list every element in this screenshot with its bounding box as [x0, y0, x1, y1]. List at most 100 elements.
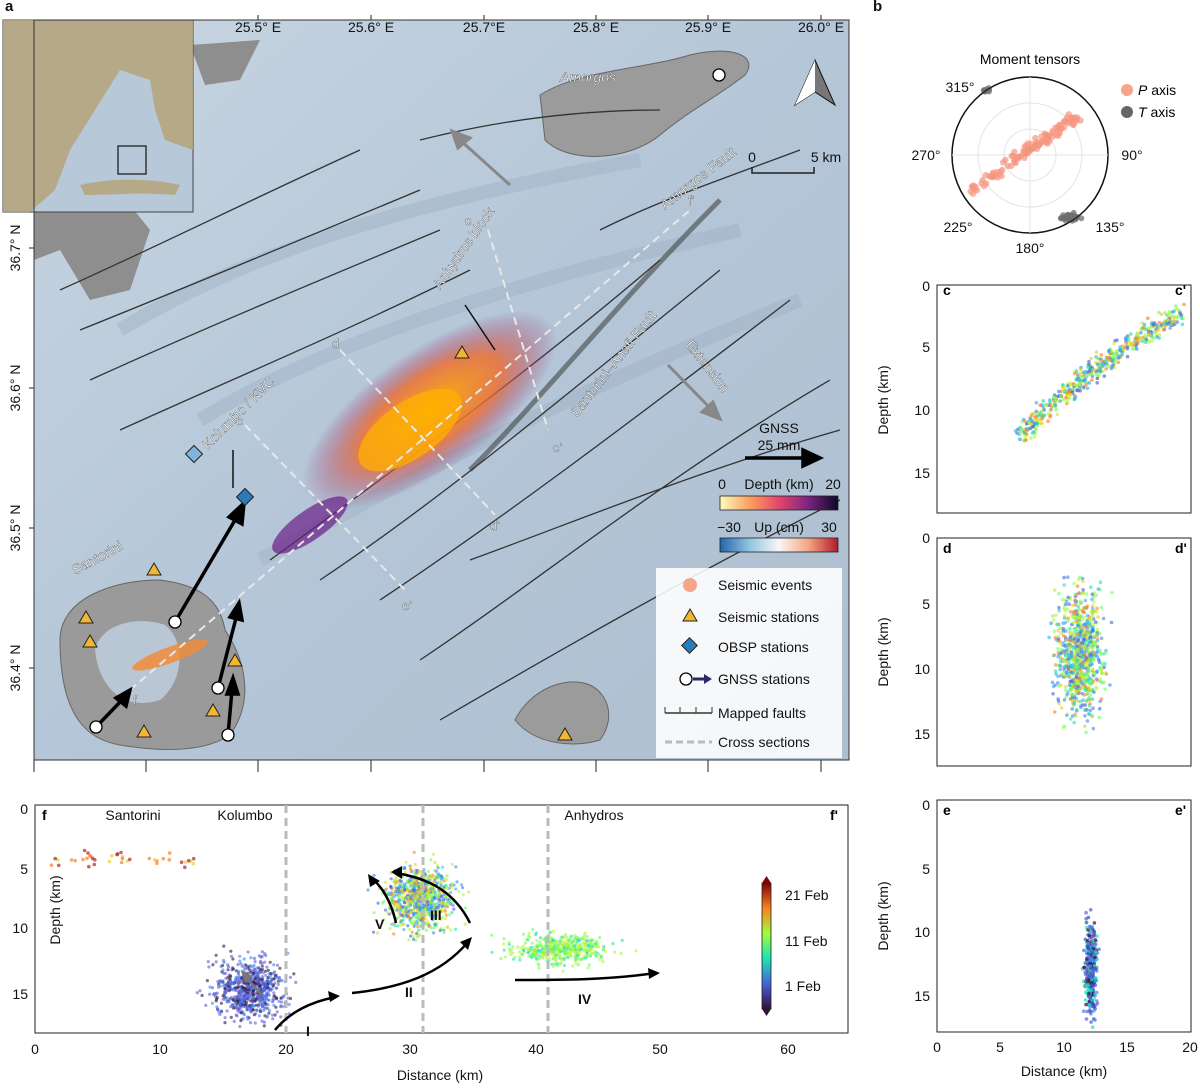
legend-mapped-faults: Mapped faults	[718, 705, 806, 721]
lat-tick-4: 36.4° N	[7, 645, 23, 692]
land-amorgos	[539, 50, 750, 157]
legend-obsp-stations: OBSP stations	[718, 639, 809, 655]
up-cb-max: 30	[821, 519, 837, 535]
lat-tick-1: 36.7° N	[7, 225, 23, 272]
panel-label-d-prime: d'	[1175, 540, 1187, 556]
angle-180: 180°	[1016, 240, 1045, 256]
d-ytick-0: 0	[922, 530, 930, 546]
f-xtick-60: 60	[780, 1041, 796, 1057]
section-e-frame	[936, 799, 1192, 1033]
arrow-heads	[328, 866, 660, 1002]
f-xtick-40: 40	[528, 1041, 544, 1057]
panel-label-d: d	[943, 540, 952, 556]
sections-right: c c' d d' e e' 0 5 10 15 0 5 10 15 0 5 1…	[875, 278, 1198, 1079]
section-f-panel: f f' Santorini Kolumbo Anhydros 21 Feb 1…	[12, 801, 849, 1083]
f-xtick-10: 10	[152, 1041, 168, 1057]
gnss-scale-value: 25 mm	[758, 437, 801, 453]
up-cb-title: Up (cm)	[754, 519, 804, 535]
lon-tick-3: 25.7°E	[463, 19, 505, 35]
e-xtick-0: 0	[933, 1039, 941, 1055]
panel-label-f-prime: f'	[830, 807, 838, 823]
section-label-d: d	[332, 336, 339, 351]
d-ylabel: Depth (km)	[875, 617, 891, 686]
gnss-stations	[89, 68, 726, 742]
cross-section-lines	[129, 209, 691, 691]
f-ytick-5: 5	[20, 861, 28, 877]
legend-seismic-events: Seismic events	[718, 577, 812, 593]
scale-bar-start: 0	[748, 149, 756, 165]
panel-label-b: b	[873, 0, 883, 15]
inset-crete	[80, 179, 180, 195]
seismic-stations	[78, 345, 573, 741]
f-ytick-15: 15	[12, 986, 28, 1002]
e-ylabel: Depth (km)	[875, 881, 891, 950]
f-xtick-0: 0	[31, 1041, 39, 1057]
panel-label-e-prime: e'	[1175, 802, 1186, 818]
roman-V: V	[375, 916, 385, 932]
panel-label-e: e	[943, 802, 951, 818]
moment-tensor-title: Moment tensors	[980, 51, 1080, 67]
section-c-points	[1013, 302, 1186, 443]
section-label-e: e	[236, 413, 243, 428]
legend-cross-sections: Cross sections	[718, 734, 810, 750]
scale-bar	[751, 167, 815, 174]
place-kolumbo: Kolumbo	[217, 807, 272, 823]
land-north	[190, 40, 260, 85]
p-axis-points	[967, 111, 1084, 197]
f-xtick-20: 20	[278, 1041, 294, 1057]
lon-tick-1: 25.5° E	[235, 19, 281, 35]
lon-tick-2: 25.6° E	[348, 19, 394, 35]
cb-1feb: 1 Feb	[785, 978, 821, 994]
d-ytick-15: 15	[914, 726, 930, 742]
c-ytick-5: 5	[922, 339, 930, 355]
lon-tick-6: 26.0° E	[798, 19, 844, 35]
panel-label-f: f	[42, 807, 47, 823]
e-xtick-15: 15	[1119, 1039, 1135, 1055]
f-ytick-0: 0	[20, 801, 28, 817]
scale-bar-end: 5 km	[811, 149, 841, 165]
section-label-f-prime: f'	[688, 193, 694, 208]
f-xtick-30: 30	[402, 1041, 418, 1057]
legend-gnss-stations: GNSS stations	[718, 671, 810, 687]
angle-135: 135°	[1096, 219, 1125, 235]
d-ytick-10: 10	[914, 661, 930, 677]
place-markers	[284, 805, 550, 1033]
lat-tick-3: 36.5° N	[7, 505, 23, 552]
angle-270: 270°	[912, 147, 941, 163]
roman-II: II	[405, 984, 413, 1000]
roman-IV: IV	[578, 991, 592, 1007]
f-ytick-10: 10	[12, 920, 28, 936]
section-label-e-prime: e'	[402, 598, 412, 613]
roman-III: III	[430, 907, 442, 923]
seismic-swarm-core	[358, 388, 462, 472]
e-ytick-15: 15	[914, 988, 930, 1004]
t-axis-points	[980, 85, 1085, 224]
up-cb-min: −30	[717, 519, 741, 535]
c-ytick-0: 0	[922, 278, 930, 294]
c-ytick-15: 15	[914, 465, 930, 481]
e-xtick-20: 20	[1182, 1039, 1198, 1055]
label-amorgos: Amorgos	[559, 69, 616, 85]
santorini-caldera	[95, 621, 180, 703]
inset-study-area	[117, 145, 147, 175]
cb-11feb: 11 Feb	[785, 933, 828, 949]
roman-I: I	[306, 1023, 310, 1039]
e-xlabel: Distance (km)	[1021, 1063, 1107, 1079]
gnss-scale-title: GNSS	[759, 420, 799, 436]
inset-greece	[3, 20, 193, 212]
depth-cb-min: 0	[718, 476, 726, 492]
lat-tick-2: 36.6° N	[7, 365, 23, 412]
moment-tensor-panel: Moment tensors 315° 270° 225° 180° 135° …	[912, 51, 1177, 256]
e-ytick-5: 5	[922, 861, 930, 877]
angle-90: 90°	[1121, 147, 1142, 163]
e-ytick-10: 10	[914, 924, 930, 940]
lon-tick-5: 25.9° E	[685, 19, 731, 35]
obsp-stations	[184, 444, 255, 507]
migration-arrows	[274, 871, 656, 1031]
angle-225: 225°	[944, 219, 973, 235]
depth-cb-title: Depth (km)	[744, 476, 813, 492]
section-e-points	[1080, 908, 1101, 1029]
lon-tick-4: 25.8° E	[573, 19, 619, 35]
angle-315: 315°	[946, 79, 975, 95]
c-ylabel: Depth (km)	[875, 365, 891, 434]
